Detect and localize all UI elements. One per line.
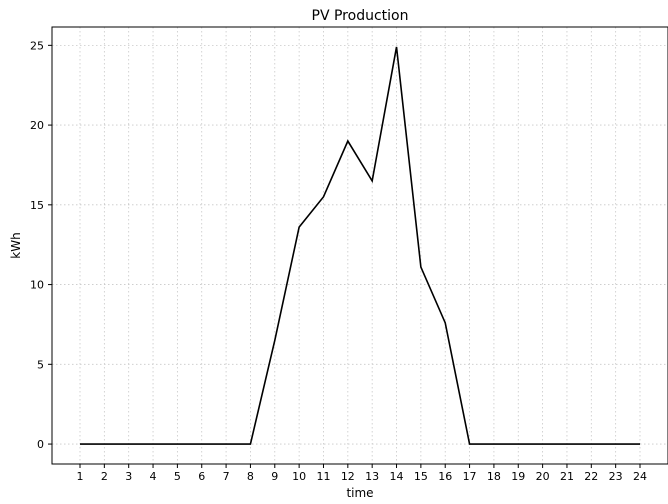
series-layer bbox=[80, 46, 640, 445]
y-tick-label: 5 bbox=[37, 358, 44, 371]
x-tick-label: 19 bbox=[511, 470, 525, 483]
x-tick-label: 3 bbox=[125, 470, 132, 483]
x-tick-label: 21 bbox=[560, 470, 574, 483]
x-tick-label: 24 bbox=[633, 470, 647, 483]
x-tick-label: 10 bbox=[292, 470, 306, 483]
x-tick-label: 14 bbox=[390, 470, 404, 483]
x-tick-label: 5 bbox=[174, 470, 181, 483]
x-tick-label: 6 bbox=[198, 470, 205, 483]
y-axis-label: kWh bbox=[9, 232, 23, 258]
x-axis-label: time bbox=[346, 486, 373, 500]
x-tick-label: 8 bbox=[247, 470, 254, 483]
y-tick-label: 10 bbox=[30, 279, 44, 292]
x-tick-label: 11 bbox=[316, 470, 330, 483]
series-line bbox=[80, 46, 640, 445]
y-tick-label: 0 bbox=[37, 438, 44, 451]
x-tick-label: 23 bbox=[609, 470, 623, 483]
x-tick-label: 1 bbox=[77, 470, 84, 483]
chart-title: PV Production bbox=[312, 8, 409, 24]
x-tick-label: 18 bbox=[487, 470, 501, 483]
grid-layer bbox=[52, 27, 668, 464]
x-tick-label: 7 bbox=[223, 470, 230, 483]
x-tick-label: 12 bbox=[341, 470, 355, 483]
plot-area-frame bbox=[51, 26, 668, 465]
x-tick-label: 4 bbox=[150, 470, 157, 483]
x-tick-label: 2 bbox=[101, 470, 108, 483]
x-tick-label: 22 bbox=[584, 470, 598, 483]
y-tick-label: 25 bbox=[30, 39, 44, 52]
x-tick-label: 9 bbox=[271, 470, 278, 483]
x-tick-label: 16 bbox=[438, 470, 452, 483]
x-tick-label: 17 bbox=[463, 470, 477, 483]
x-tick-label: 15 bbox=[414, 470, 428, 483]
y-tick-label: 20 bbox=[30, 119, 44, 132]
x-tick-label: 20 bbox=[536, 470, 550, 483]
x-tick-label: 13 bbox=[365, 470, 379, 483]
ticks-layer: 1 2 3 4 5 6 7 8 9 10 11 12 13 14 15 16 17 18 19 20 21 22 23 240… bbox=[30, 39, 647, 483]
y-tick-label: 15 bbox=[30, 199, 44, 212]
